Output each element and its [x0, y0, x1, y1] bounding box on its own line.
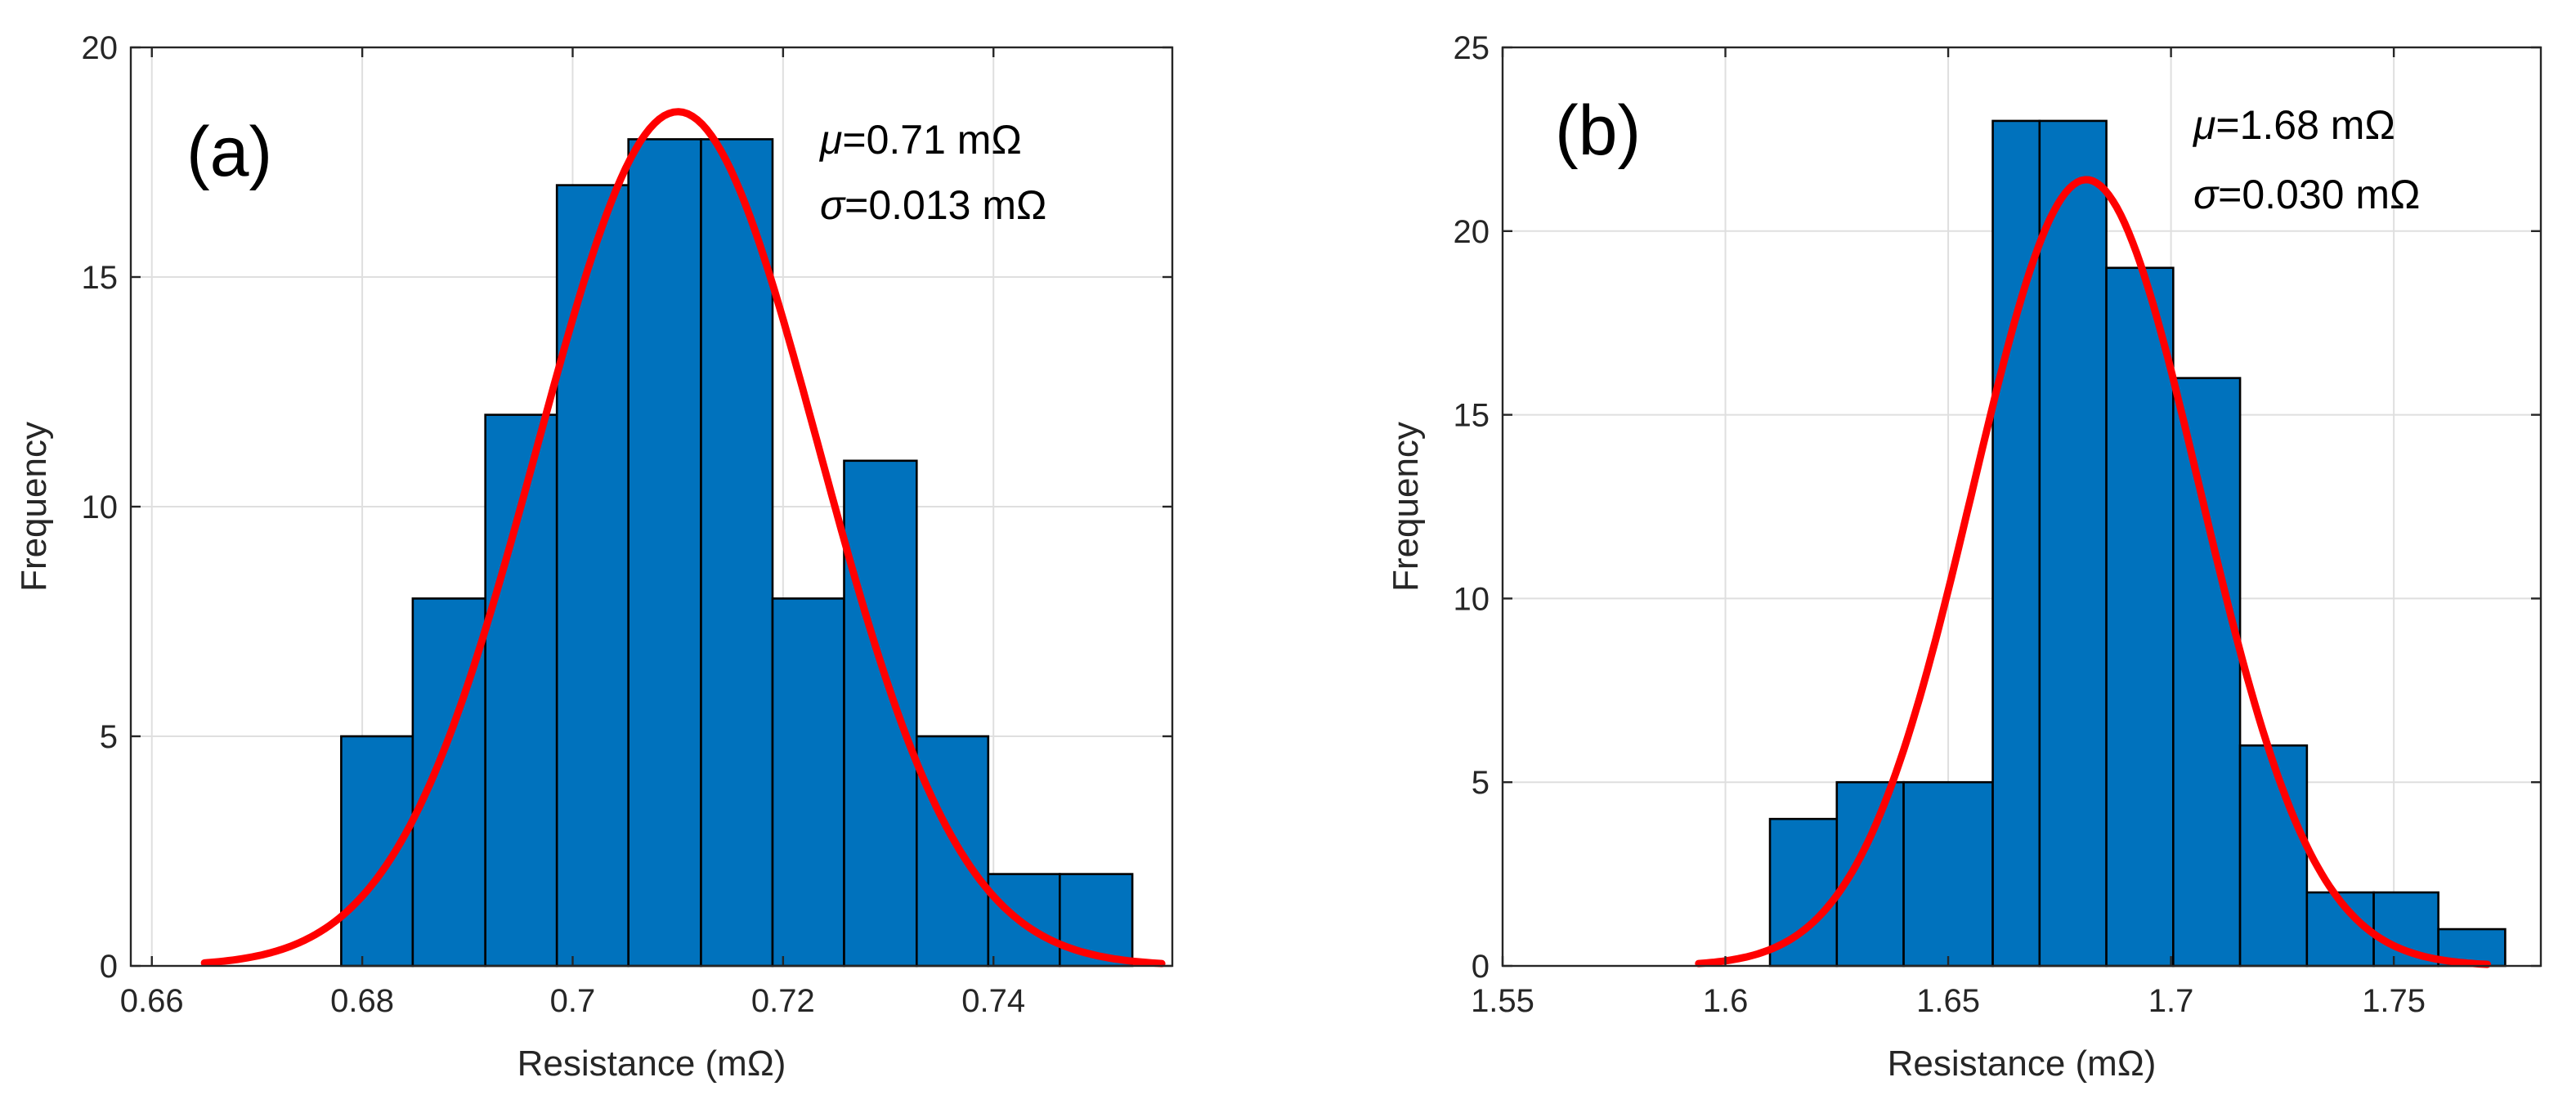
y-tick-label: 0 [1472, 949, 1490, 985]
histogram-bar [700, 138, 774, 968]
histogram-bar [2038, 119, 2108, 968]
mean-annotation: μ=1.68 mΩ [2192, 102, 2395, 148]
y-tick-label: 20 [82, 30, 119, 66]
histogram-panel-a: 0.66 0.68 0.7 0.72 0.74 0 5 10 15 20 Resistance … [14, 30, 1174, 1084]
x-axis-label: Resistance (mΩ) [517, 1044, 786, 1084]
mean-value: =0.71 mΩ [842, 117, 1021, 163]
y-tick-labels: 0 5 10 15 20 25 [1454, 30, 1490, 985]
y-tick-label: 5 [100, 719, 118, 755]
x-tick-label: 0.74 [961, 983, 1025, 1019]
histogram-panel-b: 1.55 1.6 1.65 1.7 1.75 0 5 10 15 20 25 Resistance… [1386, 30, 2542, 1084]
x-tick-label: 1.75 [2362, 983, 2426, 1019]
histogram-bars [340, 138, 1134, 968]
axes-box [1501, 46, 2542, 968]
y-tick-label: 10 [82, 489, 119, 525]
normal-fit-curve [1695, 176, 2492, 968]
std-annotation: σ=0.030 mΩ [2193, 172, 2420, 217]
x-tick-label: 1.7 [2148, 983, 2194, 1019]
histogram-bar [2238, 744, 2309, 968]
x-tick-label: 1.55 [1471, 983, 1534, 1019]
normal-fit-layer [200, 108, 1166, 968]
tick-marks [1501, 46, 2541, 968]
std-value: =0.030 mΩ [2218, 172, 2420, 217]
x-tick-label: 0.72 [751, 983, 815, 1019]
mean-annotation: μ=0.71 mΩ [818, 117, 1022, 163]
y-tick-labels: 0 5 10 15 20 [82, 30, 119, 985]
sigma-symbol: σ [2193, 172, 2220, 217]
histogram-bars [1768, 119, 2507, 968]
y-tick-label: 0 [100, 949, 118, 985]
y-axis-label: Frequency [1386, 422, 1426, 592]
y-tick-label: 15 [82, 260, 119, 296]
y-tick-label: 15 [1454, 398, 1490, 434]
histogram-bar [627, 138, 702, 968]
histogram-bar [340, 735, 414, 968]
histogram-bar [843, 459, 918, 968]
x-axis-label: Resistance (mΩ) [1888, 1044, 2157, 1084]
normal-fit-curve [200, 108, 1166, 968]
std-value: =0.013 mΩ [844, 182, 1046, 228]
x-tick-label: 1.6 [1703, 983, 1749, 1019]
x-tick-label: 0.7 [550, 983, 596, 1019]
histogram-bar [2105, 266, 2175, 968]
histogram-bar [1902, 780, 1994, 968]
x-tick-label: 0.66 [120, 983, 184, 1019]
tick-marks [131, 46, 1172, 968]
histogram-bar [2172, 377, 2242, 968]
mean-value: =1.68 mΩ [2215, 102, 2395, 148]
std-annotation: σ=0.013 mΩ [820, 182, 1046, 228]
histogram-bar [555, 184, 629, 968]
histogram-bar [1991, 119, 2041, 968]
x-tick-labels: 1.55 1.6 1.65 1.7 1.75 [1471, 983, 2426, 1019]
mu-symbol: μ [818, 117, 842, 163]
mu-symbol: μ [2192, 102, 2215, 148]
y-axis-label: Frequency [14, 422, 54, 592]
normal-fit-layer [1695, 176, 2492, 968]
y-tick-label: 25 [1454, 30, 1490, 66]
x-tick-labels: 0.66 0.68 0.7 0.72 0.74 [120, 983, 1025, 1019]
y-tick-label: 10 [1454, 581, 1490, 617]
histogram-bar [771, 597, 845, 968]
x-tick-label: 1.65 [1916, 983, 1980, 1019]
panel-label: (a) [186, 113, 272, 191]
y-tick-label: 20 [1454, 214, 1490, 250]
y-tick-label: 5 [1472, 765, 1490, 801]
histogram-bar [915, 735, 990, 968]
x-tick-label: 0.68 [330, 983, 394, 1019]
panel-label: (b) [1555, 92, 1641, 170]
sigma-symbol: σ [820, 182, 846, 228]
